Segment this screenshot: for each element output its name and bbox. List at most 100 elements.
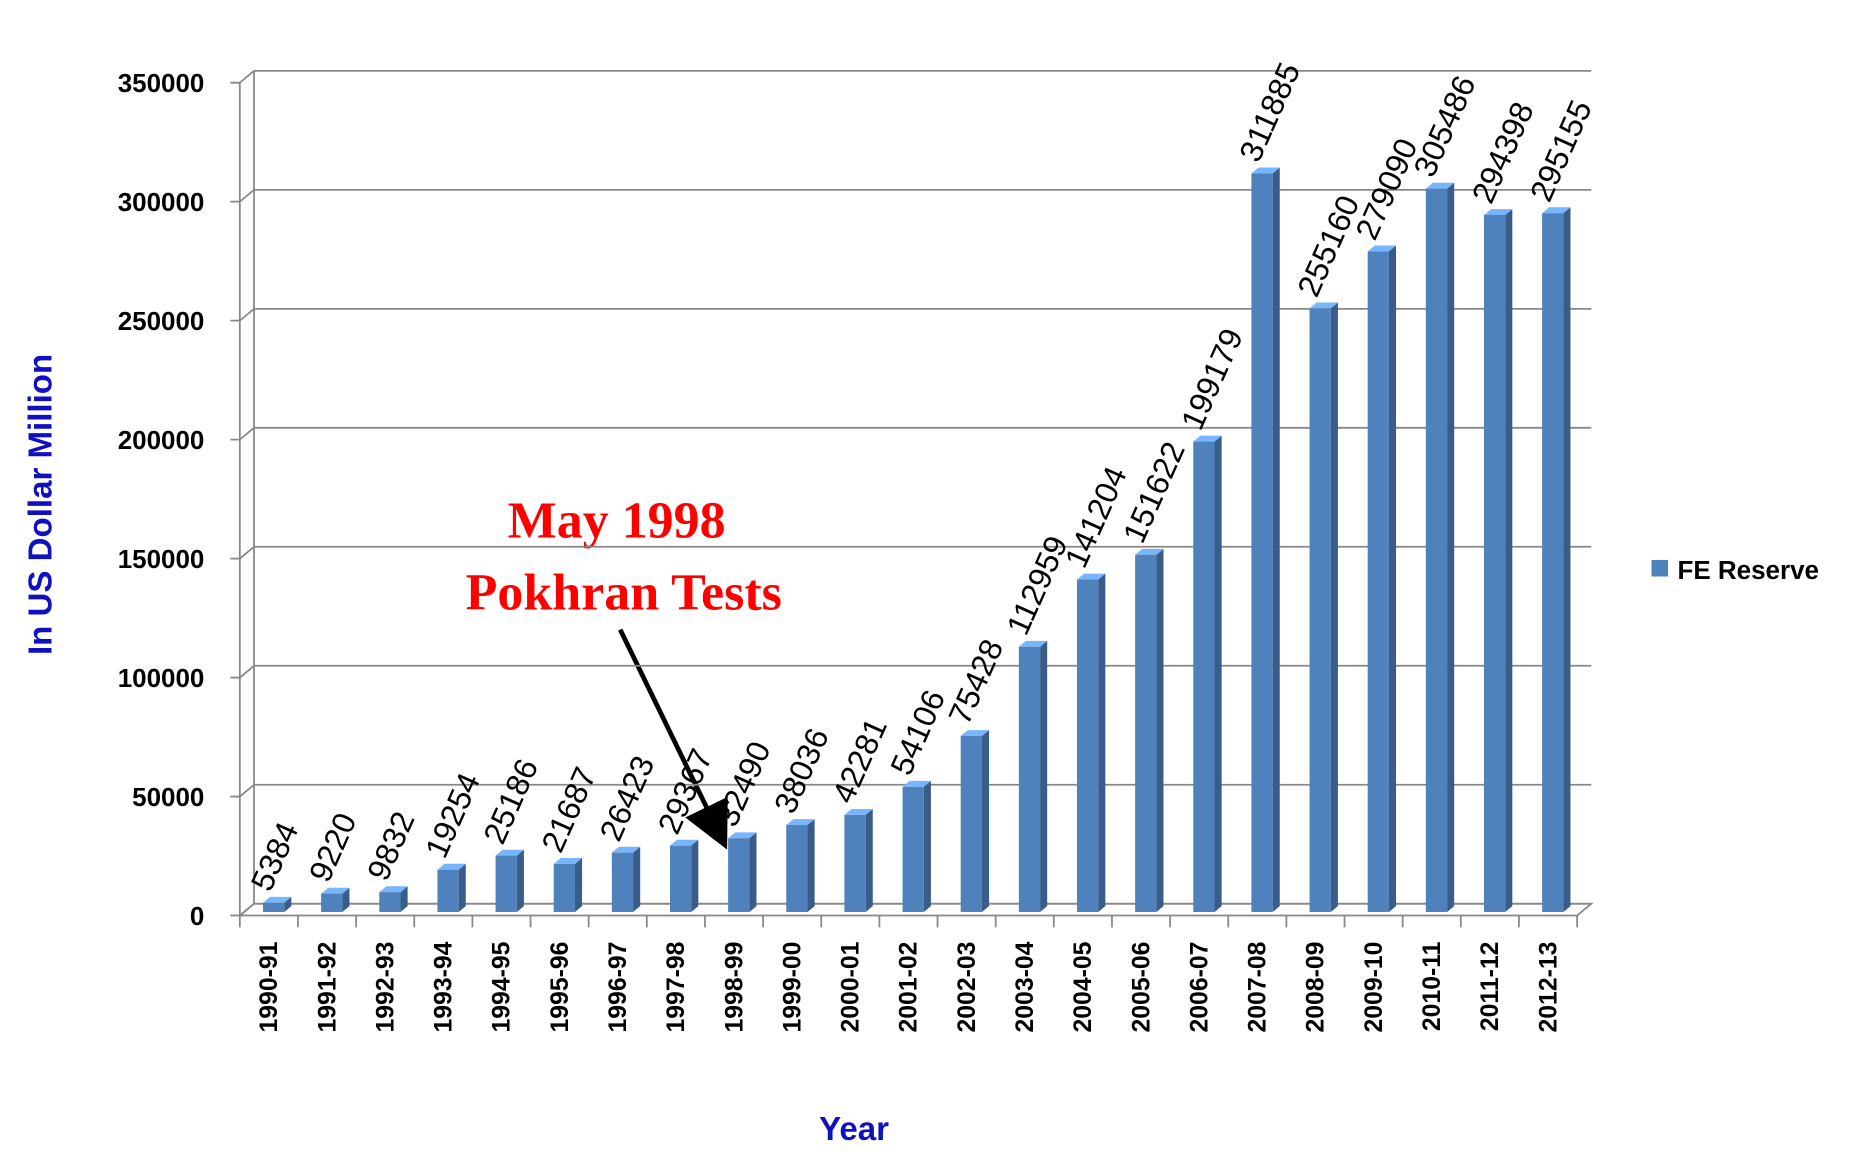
x-tick-label: 1997-98 <box>663 941 690 1032</box>
grid-line <box>230 664 1592 679</box>
bar-side <box>1563 207 1571 912</box>
bar-top <box>1367 245 1397 252</box>
x-tick-label: 2002-03 <box>954 942 981 1033</box>
bar-top <box>1018 640 1048 647</box>
x-tick-label: 2006-07 <box>1186 942 1213 1033</box>
x-axis-title: Year <box>819 1111 889 1148</box>
legend-swatch <box>1651 559 1669 577</box>
bar <box>786 825 808 912</box>
bar <box>1076 579 1099 912</box>
bar-top <box>844 809 873 815</box>
legend-label: FE Reserve <box>1678 555 1819 585</box>
bar-top <box>728 832 757 839</box>
bar-side <box>1156 548 1164 912</box>
bar <box>902 786 924 912</box>
bar-side <box>691 839 699 912</box>
bar-side <box>865 809 873 912</box>
bar <box>844 814 866 912</box>
bar-side <box>284 896 292 912</box>
y-tick-label: 50000 <box>132 782 204 812</box>
bar <box>321 893 343 912</box>
bar-side <box>342 887 350 912</box>
x-tick-label: 2011-12 <box>1477 942 1504 1032</box>
bar <box>1135 554 1157 912</box>
value-label: 311885 <box>1232 57 1307 167</box>
value-label: 25186 <box>476 753 545 849</box>
bar <box>1542 213 1564 912</box>
bar-top <box>262 896 292 903</box>
x-tick-label: 2000-01 <box>838 941 865 1032</box>
bar <box>1483 215 1506 912</box>
value-label: 9832 <box>360 806 422 885</box>
value-label: 255160 <box>1290 190 1366 302</box>
value-label: 19254 <box>418 767 487 863</box>
bar-side <box>633 846 641 912</box>
bar-top <box>495 849 524 856</box>
bar-top <box>1309 302 1338 309</box>
y-tick-label: 300000 <box>118 187 205 217</box>
bar-top <box>960 730 990 737</box>
bar-top <box>669 839 699 846</box>
x-tick-label: 1995-96 <box>547 942 574 1033</box>
value-label: 75428 <box>941 634 1010 730</box>
bar <box>1018 646 1041 912</box>
x-tick-label: 1994-95 <box>489 941 516 1032</box>
bar-side <box>749 832 757 912</box>
grid-line <box>230 69 1592 84</box>
value-label: 151622 <box>1116 436 1192 548</box>
y-tick-label: 250000 <box>118 306 205 336</box>
x-tick-label: 2012-13 <box>1535 942 1562 1033</box>
x-tick-label: 2008-09 <box>1303 942 1330 1033</box>
value-label: 5384 <box>244 817 306 896</box>
x-tick-label: 1990-91 <box>256 941 283 1032</box>
annotation: Pokhran Tests <box>466 565 782 622</box>
bar-side <box>1447 182 1455 912</box>
bar-side <box>923 780 931 912</box>
x-tick-label: 1996-97 <box>605 942 632 1033</box>
value-label: 9220 <box>302 808 364 887</box>
grid-line <box>230 307 1592 322</box>
bar-side <box>807 819 815 912</box>
bar-top <box>1425 182 1455 189</box>
y-tick-label: 150000 <box>118 544 205 574</box>
value-label: 199179 <box>1174 323 1250 435</box>
x-tick-label: 1992-93 <box>372 942 399 1033</box>
x-tick-label: 2003-04 <box>1012 941 1039 1032</box>
bar-side <box>400 886 408 912</box>
bar-top <box>611 846 641 853</box>
x-tick-label: 2009-10 <box>1361 942 1388 1033</box>
grid-line <box>230 545 1592 560</box>
annotation: May 1998 <box>508 493 726 550</box>
bar-top <box>1135 548 1164 555</box>
bar-side <box>458 863 466 912</box>
bar-top <box>1193 435 1222 442</box>
bar <box>669 845 692 912</box>
x-tick-label: 2007-08 <box>1245 941 1272 1032</box>
bar-top <box>786 819 815 826</box>
y-tick-label: 350000 <box>118 68 205 98</box>
bar <box>611 852 634 912</box>
bar <box>262 902 285 912</box>
bar <box>1309 308 1331 912</box>
bar-top <box>902 780 931 787</box>
bar-side <box>1505 209 1513 912</box>
x-tick-label: 2004-05 <box>1070 941 1097 1032</box>
bar-top <box>1542 207 1571 214</box>
bar-side <box>574 858 583 912</box>
y-tick-label: 0 <box>190 901 204 931</box>
bar-side <box>1330 302 1338 912</box>
grid-line <box>230 188 1592 203</box>
x-tick-label: 1993-94 <box>431 941 458 1032</box>
value-label: 42281 <box>825 713 894 809</box>
value-label: 32490 <box>709 736 778 832</box>
x-tick-label: 1999-00 <box>779 942 806 1033</box>
bar <box>1367 251 1389 912</box>
bar-top <box>1483 209 1513 216</box>
bar-top <box>379 886 408 893</box>
bar <box>728 838 750 912</box>
value-label: 54106 <box>883 685 952 781</box>
x-tick-label: 1998-99 <box>721 942 748 1033</box>
bar-side <box>516 849 524 912</box>
value-label: 26423 <box>592 750 661 846</box>
